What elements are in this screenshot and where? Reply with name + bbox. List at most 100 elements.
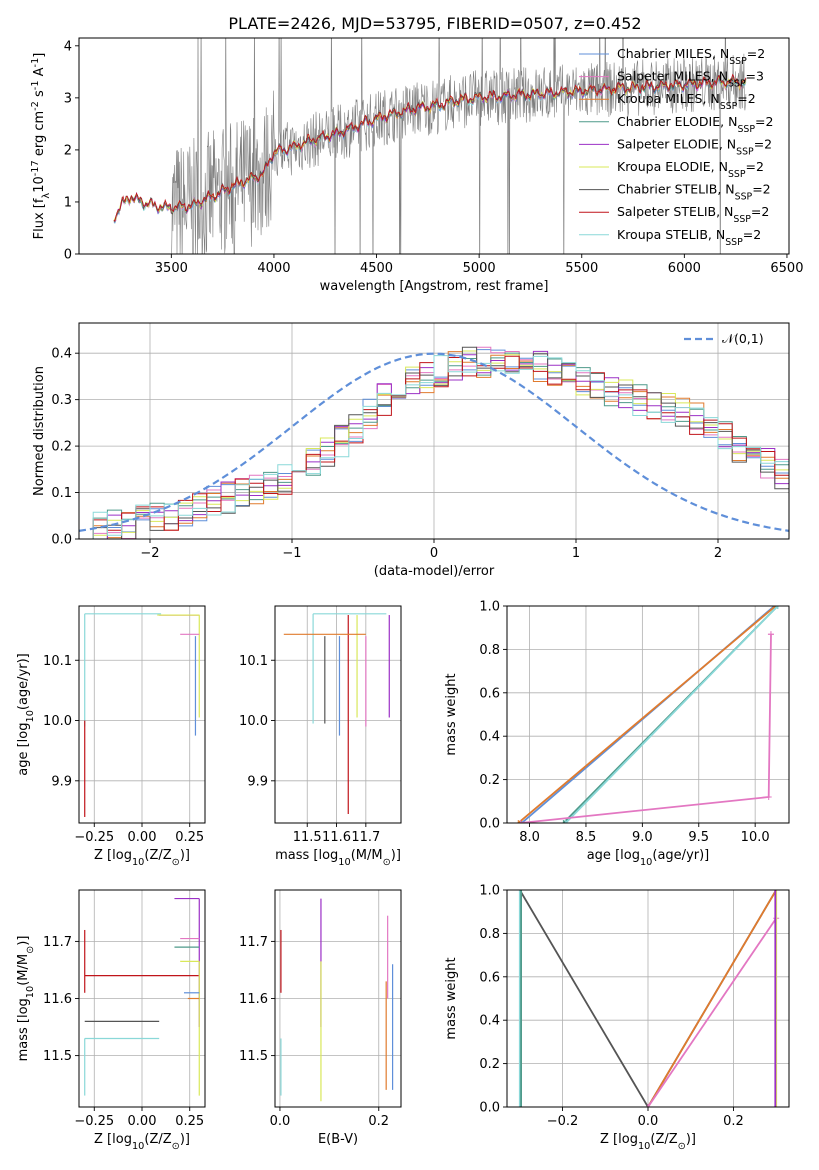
x-tick-label: 6000 <box>668 261 701 276</box>
x-axis-label: Z [log10(Z/Z⊙)] <box>94 1132 190 1152</box>
chart-age-vs-z: −0.25 0.00 0.25 9.9 10.0 10.1 Z [log10(Z/Z⊙)] a… <box>16 605 206 868</box>
plot-area <box>113 38 747 254</box>
axes-frame <box>274 605 402 824</box>
x-tick-label: 0.25 <box>175 830 204 845</box>
legend-label: Chabrier ELODIE, NSSP=2 <box>617 114 773 135</box>
series-point <box>767 631 774 638</box>
x-tick-label: −0.2 <box>547 1114 579 1129</box>
y-axis-label: age [log10(age/yr)] <box>16 653 36 776</box>
y-axis-label: mass weight <box>444 673 459 755</box>
legend-label: Salpeter MILES, NSSP=3 <box>617 69 764 90</box>
y-tick-label: 10.0 <box>43 714 72 729</box>
y-tick-label: 2 <box>64 143 72 158</box>
y-axis-label: mass weight <box>444 957 459 1039</box>
x-tick-label: 8.5 <box>576 830 597 845</box>
legend-label: Salpeter ELODIE, NSSP=2 <box>617 136 772 157</box>
chart-spectrum: 3500 4000 4500 5000 5500 6000 6500 0 1 2 3 4 wavelen… <box>30 37 803 294</box>
x-tick-label: 3500 <box>155 261 188 276</box>
series-line <box>647 890 777 1107</box>
y-tick-label: 4 <box>64 39 72 54</box>
chart-age-vs-mass: 11.5 11.6 11.7 9.9 10.0 10.1 mass [log10(M/M⊙)… <box>239 605 402 868</box>
chart-mass-vs-z: −0.25 0.00 0.25 11.5 11.6 11.7 Z [log10(Z/Z⊙)]… <box>16 889 206 1152</box>
y-tick-label: 0.2 <box>479 773 500 788</box>
x-tick-label: 8.0 <box>519 830 540 845</box>
series-point <box>516 890 523 893</box>
chart-mass-vs-ebv: 0.0 0.2 11.5 11.6 11.7 E(B-V) <box>239 889 402 1147</box>
y-tick-label: 0.2 <box>51 440 72 455</box>
chart-residuals: −2 −1 0 1 2 0.0 0.1 0.2 0.3 0.4 (data-model)/error… <box>32 322 790 579</box>
series-point <box>645 1104 651 1107</box>
y-tick-label: 0.0 <box>479 1101 500 1116</box>
plot-area <box>515 606 781 823</box>
y-tick-label: 11.6 <box>43 992 72 1007</box>
y-tick-label: 0.4 <box>51 347 72 362</box>
axes-frame <box>78 37 790 255</box>
y-tick-label: 0.6 <box>479 970 500 985</box>
observed-spectrum <box>171 38 747 254</box>
x-tick-label: 0.0 <box>270 1114 291 1129</box>
series-point <box>772 1104 779 1107</box>
x-axis-label: mass [log10(M/M⊙)] <box>275 848 401 868</box>
y-tick-label: 0.8 <box>479 927 500 942</box>
figure-title: PLATE=2426, MJD=53795, FIBERID=0507, z=0… <box>228 14 641 33</box>
x-tick-label: 6500 <box>770 261 803 276</box>
x-tick-label: 0.2 <box>368 1114 389 1129</box>
x-tick-label: 2 <box>714 546 722 561</box>
y-axis-label: Flux [fλ10-17 erg cm-2 s-1 A-1] <box>30 53 52 240</box>
series-point <box>517 820 524 823</box>
histogram-kroupa-stelib <box>79 355 789 539</box>
y-tick-label: 0.0 <box>479 817 500 832</box>
x-tick-label: 0.25 <box>175 1114 204 1129</box>
legend-label: Chabrier MILES, NSSP=2 <box>617 46 765 67</box>
plot-area <box>79 346 789 539</box>
x-tick-label: −0.25 <box>74 830 114 845</box>
x-tick-label: 1 <box>572 546 580 561</box>
x-axis-label: Z [log10(Z/Z⊙)] <box>94 848 190 868</box>
x-tick-label: −1 <box>282 546 301 561</box>
series-line <box>520 634 772 823</box>
x-axis-label: wavelength [Angstrom, rest frame] <box>320 279 549 294</box>
x-tick-label: 4500 <box>360 261 393 276</box>
x-tick-label: 10.0 <box>741 830 770 845</box>
y-tick-label: 10.1 <box>43 654 72 669</box>
y-tick-label: 0.4 <box>479 730 500 745</box>
x-tick-label: 11.7 <box>351 830 380 845</box>
legend-label: Kroupa ELODIE, NSSP=2 <box>617 159 764 180</box>
y-tick-label: 0.4 <box>479 1014 500 1029</box>
y-tick-label: 0.2 <box>479 1057 500 1072</box>
y-tick-label: 11.5 <box>239 1049 268 1064</box>
series-line <box>565 606 779 823</box>
y-tick-label: 11.5 <box>43 1049 72 1064</box>
series-point <box>562 820 569 823</box>
y-tick-label: 0.6 <box>479 686 500 701</box>
y-tick-label: 0.8 <box>479 643 500 658</box>
x-tick-label: −0.25 <box>74 1114 114 1129</box>
x-tick-label: 0.00 <box>128 830 157 845</box>
series-point <box>516 1104 523 1107</box>
y-axis-label: mass [log10(M/M⊙)] <box>16 936 36 1062</box>
y-tick-label: 1.0 <box>479 600 500 615</box>
x-tick-label: 11.5 <box>293 830 322 845</box>
legend-label: Kroupa MILES, NSSP=2 <box>617 91 756 112</box>
y-tick-label: 9.9 <box>247 774 268 789</box>
x-tick-label: 9.5 <box>688 830 709 845</box>
series-point <box>772 890 779 893</box>
y-tick-label: 10.0 <box>239 714 268 729</box>
series-point <box>560 820 567 823</box>
legend-label: 𝒩(0,1) <box>722 331 764 346</box>
plot-area <box>84 897 200 1096</box>
y-tick-label: 1 <box>64 195 72 210</box>
axes-frame <box>506 605 790 824</box>
x-tick-label: 5500 <box>565 261 598 276</box>
chart-weight-vs-z: −0.2 0.0 0.2 0.0 0.2 0.4 0.6 0.8 1.0 Z [log10(Z/Z… <box>444 884 790 1152</box>
legend-label: Chabrier STELIB, NSSP=2 <box>617 182 771 203</box>
x-tick-label: 5000 <box>463 261 496 276</box>
normal-curve <box>79 352 789 532</box>
series-point <box>515 820 522 823</box>
y-tick-label: 3 <box>64 91 72 106</box>
y-tick-label: 0 <box>64 248 72 263</box>
plot-area <box>283 613 390 814</box>
plot-area <box>280 898 394 1102</box>
x-tick-label: 9.0 <box>632 830 653 845</box>
x-axis-label: age [log10(age/yr)] <box>587 848 710 868</box>
